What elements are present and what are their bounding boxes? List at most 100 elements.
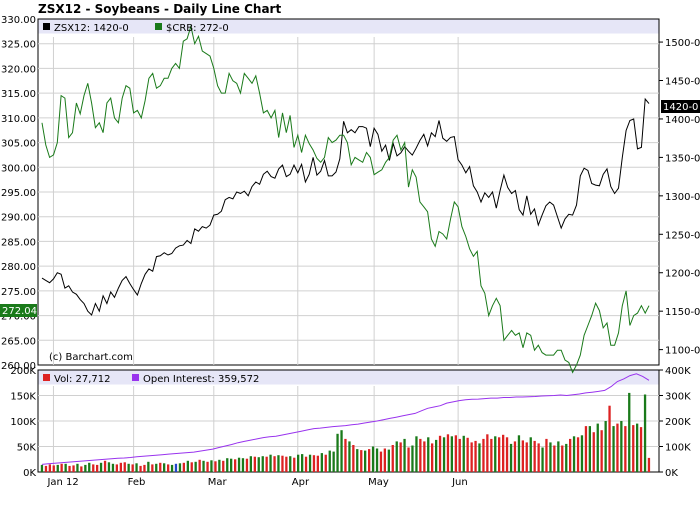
volume-bar bbox=[636, 423, 639, 472]
volume-bar bbox=[68, 465, 71, 472]
volume-axis-tick: 0K bbox=[23, 468, 36, 479]
volume-bar bbox=[40, 464, 44, 472]
price-axis-ticks: 1500-0 1450-0 1400-0 1350-0 1300-0 1250-0 1200… bbox=[659, 38, 700, 357]
volume-bar bbox=[328, 450, 331, 472]
volume-axis-tick: 100K bbox=[10, 417, 36, 428]
crb-last-value-tag: 272.04 bbox=[0, 304, 37, 317]
volume-bar bbox=[96, 464, 99, 472]
volume-bar bbox=[56, 464, 59, 472]
volume-bar bbox=[226, 458, 229, 472]
volume-bar bbox=[214, 461, 217, 472]
crb-axis-tick: 270.00 bbox=[1, 312, 36, 323]
volume-bar bbox=[261, 456, 264, 472]
volume-bar bbox=[155, 463, 158, 472]
volume-bar bbox=[533, 440, 536, 472]
month-label: Feb bbox=[128, 477, 146, 488]
volume-bar bbox=[234, 459, 237, 473]
volume-bar bbox=[580, 435, 584, 472]
volume-bar bbox=[470, 442, 473, 472]
volume-bar bbox=[446, 434, 450, 472]
volume-bar bbox=[131, 464, 134, 472]
volume-bar bbox=[115, 464, 118, 472]
volume-bar bbox=[107, 462, 111, 472]
volume-bar bbox=[478, 443, 481, 472]
volume-bar bbox=[84, 464, 87, 472]
crb-axis-tick: 310.00 bbox=[1, 114, 36, 125]
volume-bar bbox=[411, 445, 414, 472]
volume-bar bbox=[269, 454, 272, 472]
volume-bar bbox=[44, 465, 48, 472]
volume-legend-label: Vol: 27,712 bbox=[54, 374, 111, 385]
volume-bar bbox=[407, 447, 410, 472]
crb-axis-tick: 325.00 bbox=[1, 40, 36, 51]
volume-bar bbox=[415, 436, 418, 472]
volume-bar bbox=[458, 438, 461, 472]
volume-bar bbox=[285, 456, 288, 472]
volume-bar bbox=[572, 436, 576, 472]
volume-bar bbox=[198, 459, 201, 472]
open-interest-axis-tick: 300K bbox=[665, 392, 691, 403]
volume-bar bbox=[647, 457, 651, 472]
volume-bar bbox=[387, 449, 390, 472]
price-axis-tick: 1100-0 bbox=[665, 346, 700, 357]
volume-bar bbox=[151, 464, 154, 472]
volume-bar bbox=[502, 434, 505, 472]
volume-legend-band bbox=[38, 370, 659, 385]
volume-bar bbox=[103, 460, 107, 472]
volume-bar bbox=[222, 460, 225, 472]
crb-axis-tick: 305.00 bbox=[1, 139, 36, 150]
volume-bar bbox=[474, 440, 477, 472]
volume-bar bbox=[379, 451, 383, 472]
volume-bar bbox=[80, 466, 83, 472]
volume-bar bbox=[517, 435, 521, 472]
price-axis-tick: 1250-0 bbox=[665, 230, 700, 241]
volume-bar bbox=[344, 438, 347, 472]
volume-bar bbox=[324, 454, 327, 472]
volume-bar bbox=[190, 462, 193, 472]
volume-bar bbox=[371, 446, 375, 472]
volume-bar bbox=[139, 465, 142, 472]
volume-bar bbox=[99, 462, 103, 472]
volume-bar bbox=[127, 463, 130, 472]
volume-bar bbox=[281, 455, 284, 472]
price-legend-swatch bbox=[43, 23, 50, 30]
price-legend-band bbox=[38, 19, 659, 34]
price-legend-label: ZSX12: 1420-0 bbox=[54, 23, 129, 34]
crb-axis-tick: 260.00 bbox=[1, 361, 36, 372]
price-axis-tick: 1500-0 bbox=[665, 38, 700, 49]
volume-bar bbox=[509, 443, 513, 472]
crb-axis-tick: 290.00 bbox=[1, 213, 36, 224]
volume-bar bbox=[383, 448, 386, 472]
volume-legend-swatch bbox=[43, 374, 50, 381]
price-axis-tick: 1300-0 bbox=[665, 192, 700, 203]
volume-bar bbox=[170, 464, 174, 472]
volume-bar bbox=[277, 455, 280, 472]
volume-bar bbox=[320, 453, 323, 472]
open-interest-line bbox=[41, 373, 650, 465]
volume-bar bbox=[466, 437, 469, 472]
volume-bar bbox=[135, 463, 138, 472]
volume-bar bbox=[399, 442, 402, 472]
price-axis-tick: 1450-0 bbox=[665, 77, 700, 88]
volume-bar bbox=[588, 426, 591, 472]
month-label: May bbox=[368, 477, 389, 488]
price-last-value-tag: 1420-0 bbox=[661, 100, 700, 113]
volume-bar bbox=[561, 445, 564, 472]
volume-bar bbox=[92, 464, 95, 472]
volume-bar bbox=[423, 441, 426, 472]
crb-axis-tick: 280.00 bbox=[1, 262, 36, 273]
volume-bar bbox=[490, 438, 493, 472]
volume-bar bbox=[375, 448, 379, 472]
chart-title: ZSX12 - Soybeans - Daily Line Chart bbox=[38, 2, 282, 16]
volume-bar bbox=[486, 434, 489, 472]
volume-bar bbox=[265, 456, 268, 472]
month-axis-labels: Jan 12 Feb Mar Apr May Jun bbox=[46, 477, 467, 488]
volume-bar bbox=[608, 405, 611, 472]
volume-bar bbox=[368, 449, 371, 472]
volume-bar bbox=[576, 437, 580, 472]
volume-bar bbox=[253, 456, 256, 472]
volume-bar bbox=[360, 450, 363, 472]
open-interest-axis-tick: 400K bbox=[665, 366, 691, 377]
volume-bars bbox=[40, 392, 651, 473]
